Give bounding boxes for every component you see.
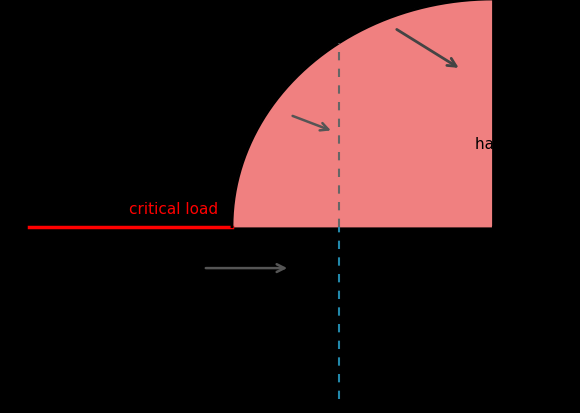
Text: harmful effects: harmful effects bbox=[476, 137, 580, 152]
Text: critical load: critical load bbox=[129, 202, 219, 217]
Polygon shape bbox=[232, 0, 493, 227]
